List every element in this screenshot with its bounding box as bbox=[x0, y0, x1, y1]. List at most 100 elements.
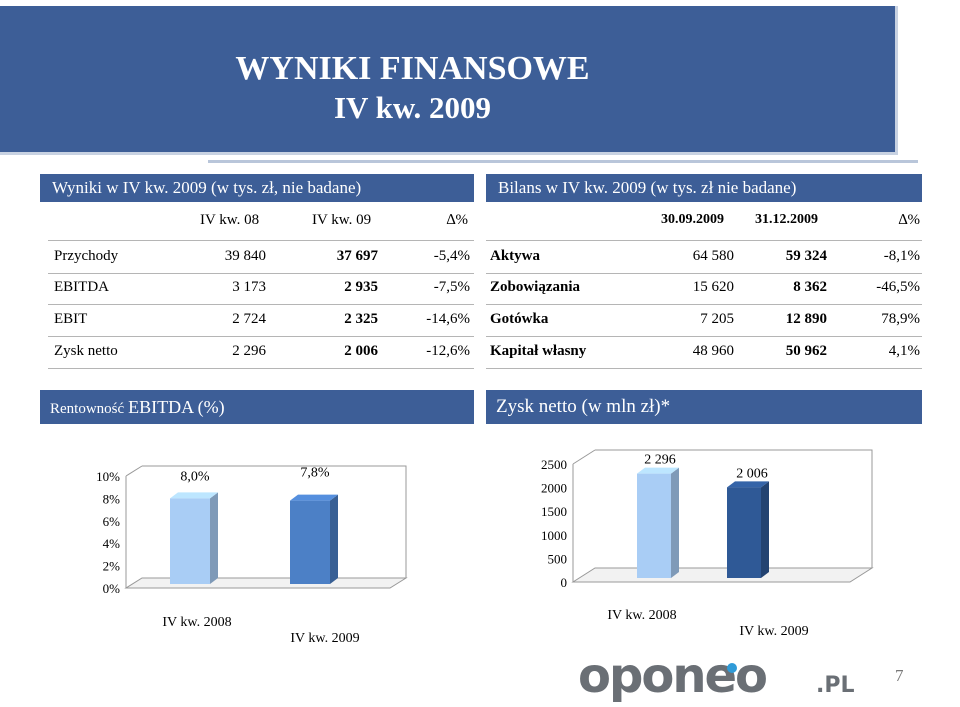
bar-top bbox=[727, 481, 769, 488]
cell-delta: -5,4% bbox=[433, 248, 470, 264]
table-row: Aktywa 64 580 59 324 -8,1% bbox=[486, 240, 922, 274]
y-tick-label: 6% bbox=[103, 514, 121, 529]
wall-edge bbox=[572, 449, 596, 465]
y-tick-label: 2500 bbox=[541, 457, 567, 472]
x-tick-label: IV kw. 2008 bbox=[162, 615, 231, 630]
cell-delta: -12,6% bbox=[426, 343, 470, 359]
net-profit-chart-header: Zysk netto (w mln zł)* bbox=[486, 390, 922, 424]
data-label: 8,0% bbox=[180, 469, 210, 484]
table-row: EBITDA 3 173 2 935 -7,5% bbox=[48, 272, 474, 305]
col-header-q409: IV kw. 09 bbox=[312, 212, 372, 228]
x-tick-label: IV kw. 2009 bbox=[739, 624, 808, 639]
back-wall-outline bbox=[595, 449, 873, 568]
oponeo-logo: oponeo .PL bbox=[578, 652, 855, 702]
y-tick-label: 2000 bbox=[541, 481, 567, 496]
logo-accent-dot bbox=[727, 663, 737, 673]
ebitda-header-big: EBITDA (%) bbox=[128, 397, 225, 417]
cell-q408: 2 296 bbox=[232, 343, 266, 359]
row-label: Zobowiązania bbox=[490, 279, 581, 295]
cell-q409: 2 935 bbox=[344, 279, 378, 295]
x-tick-label: IV kw. 2009 bbox=[290, 631, 359, 646]
row-label: EBITDA bbox=[54, 279, 109, 295]
y-tick-label: 0% bbox=[103, 581, 121, 596]
cell-q408: 3 173 bbox=[232, 279, 266, 295]
row-label: Aktywa bbox=[490, 248, 541, 264]
row-label: Przychody bbox=[54, 248, 119, 264]
chart-floor bbox=[124, 577, 408, 589]
bar bbox=[637, 473, 671, 578]
cell-dec: 59 324 bbox=[785, 248, 827, 264]
decorative-divider bbox=[208, 160, 918, 163]
row-label: EBIT bbox=[54, 311, 88, 327]
col-header-dec: 31.12.2009 bbox=[755, 212, 818, 227]
cell-sep: 15 620 bbox=[692, 279, 734, 295]
cell-delta: -46,5% bbox=[876, 279, 920, 295]
col-header-q408: IV kw. 08 bbox=[200, 212, 260, 228]
cell-sep: 48 960 bbox=[692, 343, 734, 359]
y-tick-label: 8% bbox=[103, 491, 121, 506]
bar bbox=[727, 487, 761, 578]
cell-dec: 50 962 bbox=[785, 343, 827, 359]
col-header-delta: ∆% bbox=[446, 212, 468, 228]
cell-q409: 2 006 bbox=[344, 343, 378, 359]
table-row: Kapitał własny 48 960 50 962 4,1% bbox=[486, 336, 922, 369]
cell-q409: 2 325 bbox=[344, 311, 378, 327]
y-tick-label: 10% bbox=[96, 469, 120, 484]
page-subtitle: IV kw. 2009 bbox=[333, 90, 492, 125]
logo-text: oponeo bbox=[578, 652, 766, 702]
table-row: Przychody 39 840 37 697 -5,4% bbox=[48, 240, 474, 274]
y-tick-label: 1000 bbox=[541, 528, 567, 543]
y-tick-label: 2% bbox=[103, 559, 121, 574]
bar bbox=[290, 500, 330, 584]
col-header-delta: ∆% bbox=[898, 212, 920, 228]
cell-dec: 8 362 bbox=[793, 279, 827, 295]
data-label: 2 296 bbox=[644, 453, 676, 468]
title-banner: WYNIKI FINANSOWE IV kw. 2009 bbox=[0, 6, 898, 155]
cell-delta: -7,5% bbox=[433, 279, 470, 295]
bar-side bbox=[330, 494, 338, 584]
y-tick-label: 4% bbox=[103, 536, 121, 551]
cell-dec: 12 890 bbox=[785, 311, 827, 327]
balance-table-header: Bilans w IV kw. 2009 (w tys. zł nie bada… bbox=[486, 174, 922, 202]
cell-delta: 78,9% bbox=[881, 311, 920, 327]
table-row: Zobowiązania 15 620 8 362 -46,5% bbox=[486, 272, 922, 305]
col-header-sep: 30.09.2009 bbox=[661, 212, 724, 227]
cell-delta: -8,1% bbox=[883, 248, 920, 264]
chart-floor bbox=[571, 567, 874, 583]
cell-sep: 64 580 bbox=[692, 248, 734, 264]
cell-q408: 39 840 bbox=[224, 248, 266, 264]
wall-edge bbox=[125, 465, 143, 477]
table-row: Zysk netto 2 296 2 006 -12,6% bbox=[48, 336, 474, 369]
cell-sep: 7 205 bbox=[700, 311, 734, 327]
table-row: Gotówka 7 205 12 890 78,9% bbox=[486, 304, 922, 337]
logo-suffix: .PL bbox=[816, 673, 855, 698]
row-label: Gotówka bbox=[490, 311, 549, 327]
cell-delta: 4,1% bbox=[888, 343, 920, 359]
bar-top bbox=[290, 494, 338, 501]
x-tick-label: IV kw. 2008 bbox=[607, 608, 676, 623]
ebitda-chart-header: Rentowność EBITDA (%) bbox=[40, 390, 474, 424]
page-number: 7 bbox=[895, 666, 904, 685]
bar-top bbox=[170, 492, 218, 499]
ebitda-margin-chart: 0% 2% 4% 6% 8% 10% 8,0% IV kw. 2008 7,8% IV kw. 2… bbox=[96, 465, 408, 646]
cell-q408: 2 724 bbox=[232, 311, 266, 327]
row-label: Zysk netto bbox=[54, 343, 118, 359]
y-tick-label: 0 bbox=[561, 575, 568, 590]
bar-side bbox=[671, 467, 679, 578]
data-label: 2 006 bbox=[736, 466, 768, 481]
bar-side bbox=[210, 492, 218, 584]
back-wall-outline bbox=[142, 465, 407, 578]
bar-side bbox=[761, 481, 769, 578]
cell-q409: 37 697 bbox=[336, 248, 378, 264]
net-profit-chart: 0 500 1000 1500 2000 2500 2 296 IV kw. 2008 2 00… bbox=[541, 449, 874, 639]
table-row: EBIT 2 724 2 325 -14,6% bbox=[48, 304, 474, 337]
row-label: Kapitał własny bbox=[490, 343, 587, 359]
cell-delta: -14,6% bbox=[426, 311, 470, 327]
bar-top bbox=[637, 467, 679, 474]
data-label: 7,8% bbox=[300, 466, 330, 481]
y-tick-label: 500 bbox=[548, 551, 568, 566]
bar bbox=[170, 498, 210, 584]
ebitda-header-small: Rentowność bbox=[50, 401, 125, 417]
page-title: WYNIKI FINANSOWE bbox=[235, 50, 590, 87]
y-tick-label: 1500 bbox=[541, 504, 567, 519]
